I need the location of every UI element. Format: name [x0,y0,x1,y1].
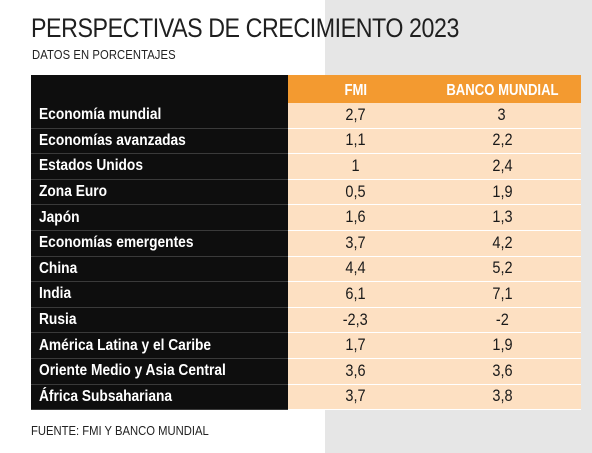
table-row: Economías avanzadas 1,1 2,2 [31,128,581,155]
cell-fmi-text: 2,7 [345,105,366,124]
cell-banco-mundial-text: 4,2 [491,233,513,252]
cell-banco-mundial: -2 [423,307,581,334]
cell-banco-mundial-text: -2 [495,310,509,329]
cell-banco-mundial-text: 7,1 [491,284,513,303]
cell-banco-mundial-text: 2,4 [491,156,513,175]
cell-fmi-text: 1,1 [345,131,366,150]
subtitle: DATOS EN PORCENTAJES [32,48,176,62]
cell-fmi: 1,7 [288,333,423,359]
cell-fmi: -2,3 [288,307,423,334]
row-label-text: India [39,285,72,303]
table-row: Economías emergentes 3,7 4,2 [31,230,581,257]
row-label-text: Rusia [39,311,77,329]
cell-banco-mundial: 7,1 [423,282,581,308]
row-label: Economías emergentes [31,230,288,257]
cell-banco-mundial-text: 5,2 [491,259,513,278]
cell-fmi-text: 3,6 [345,361,366,380]
column-header-banco-mundial: BANCO MUNDIAL [423,75,581,103]
table-header: FMI BANCO MUNDIAL [31,75,581,103]
table-row: Oriente Medio y Asia Central 3,6 3,6 [31,358,581,385]
column-header-fmi-label: FMI [344,81,367,99]
column-header-bm-label: BANCO MUNDIAL [445,81,559,99]
header-blank-cell [31,75,288,103]
growth-table: FMI BANCO MUNDIAL Economía mundial 2,7 3 Ec… [31,75,581,411]
row-label-text: Economías avanzadas [39,131,186,149]
row-label-text: América Latina y el Caribe [39,336,212,354]
row-label: Japón [31,205,288,231]
row-label-text: Japón [39,208,80,226]
table-row: África Subsahariana 3,7 3,8 [31,384,581,411]
cell-fmi-text: -2,3 [342,310,369,329]
cell-banco-mundial: 2,4 [423,154,581,180]
cell-fmi: 4,4 [288,256,423,283]
cell-banco-mundial-text: 3 [497,105,507,124]
cell-banco-mundial-text: 1,9 [491,336,513,355]
cell-banco-mundial: 3,6 [423,358,581,385]
cell-banco-mundial: 1,9 [423,179,581,206]
row-label-text: Zona Euro [39,183,108,201]
table-row: China 4,4 5,2 [31,256,581,283]
cell-banco-mundial: 1,3 [423,205,581,231]
cell-banco-mundial-text: 3,8 [491,387,513,406]
cell-fmi: 6,1 [288,282,423,308]
row-label: Estados Unidos [31,154,288,180]
row-label: Economía mundial [31,103,288,129]
cell-fmi-text: 6,1 [345,284,366,303]
cell-fmi-text: 4,4 [345,259,366,278]
row-label-text: China [39,259,78,277]
row-label-text: Estados Unidos [39,157,143,175]
row-label-text: Oriente Medio y Asia Central [39,362,226,380]
cell-banco-mundial: 2,2 [423,128,581,155]
cell-fmi: 0,5 [288,179,423,206]
row-label: África Subsahariana [31,384,288,411]
table-body: Economía mundial 2,7 3 Economías avanzadas 1… [31,103,581,411]
row-label: América Latina y el Caribe [31,333,288,359]
cell-banco-mundial: 3 [423,103,581,129]
table-row: Zona Euro 0,5 1,9 [31,179,581,206]
page-title: PERSPECTIVAS DE CRECIMIENTO 2023 [31,13,459,43]
cell-banco-mundial: 4,2 [423,230,581,257]
cell-banco-mundial: 5,2 [423,256,581,283]
cell-fmi-text: 0,5 [345,182,366,201]
row-label: India [31,282,288,308]
cell-fmi: 3,7 [288,230,423,257]
cell-fmi: 3,6 [288,358,423,385]
row-label-text: Economía mundial [39,106,162,124]
cell-banco-mundial: 1,9 [423,333,581,359]
table-row: Estados Unidos 1 2,4 [31,154,581,180]
row-label: Oriente Medio y Asia Central [31,358,288,385]
row-label: Economías avanzadas [31,128,288,155]
table-row: Rusia -2,3 -2 [31,307,581,334]
cell-banco-mundial-text: 1,3 [491,208,513,227]
cell-fmi: 1,6 [288,205,423,231]
cell-fmi-text: 1 [351,156,360,175]
table-row: América Latina y el Caribe 1,7 1,9 [31,333,581,359]
table-row: Japón 1,6 1,3 [31,205,581,231]
cell-banco-mundial-text: 1,9 [491,182,513,201]
cell-fmi: 1,1 [288,128,423,155]
cell-fmi: 1 [288,154,423,180]
row-label-text: África Subsahariana [39,387,173,405]
row-label-text: Economías emergentes [39,234,194,252]
cell-fmi-text: 1,6 [345,208,366,227]
cell-fmi-text: 1,7 [345,336,366,355]
row-label: Zona Euro [31,179,288,206]
column-header-fmi: FMI [288,75,423,103]
cell-banco-mundial-text: 3,6 [491,361,513,380]
cell-fmi: 3,7 [288,384,423,411]
cell-fmi: 2,7 [288,103,423,129]
source-note: FUENTE: FMI Y BANCO MUNDIAL [31,424,209,438]
row-label: China [31,256,288,283]
cell-banco-mundial: 3,8 [423,384,581,411]
cell-fmi-text: 3,7 [345,233,366,252]
row-label: Rusia [31,307,288,334]
cell-banco-mundial-text: 2,2 [491,131,513,150]
table-row: India 6,1 7,1 [31,282,581,308]
cell-fmi-text: 3,7 [345,387,366,406]
table-row: Economía mundial 2,7 3 [31,103,581,129]
